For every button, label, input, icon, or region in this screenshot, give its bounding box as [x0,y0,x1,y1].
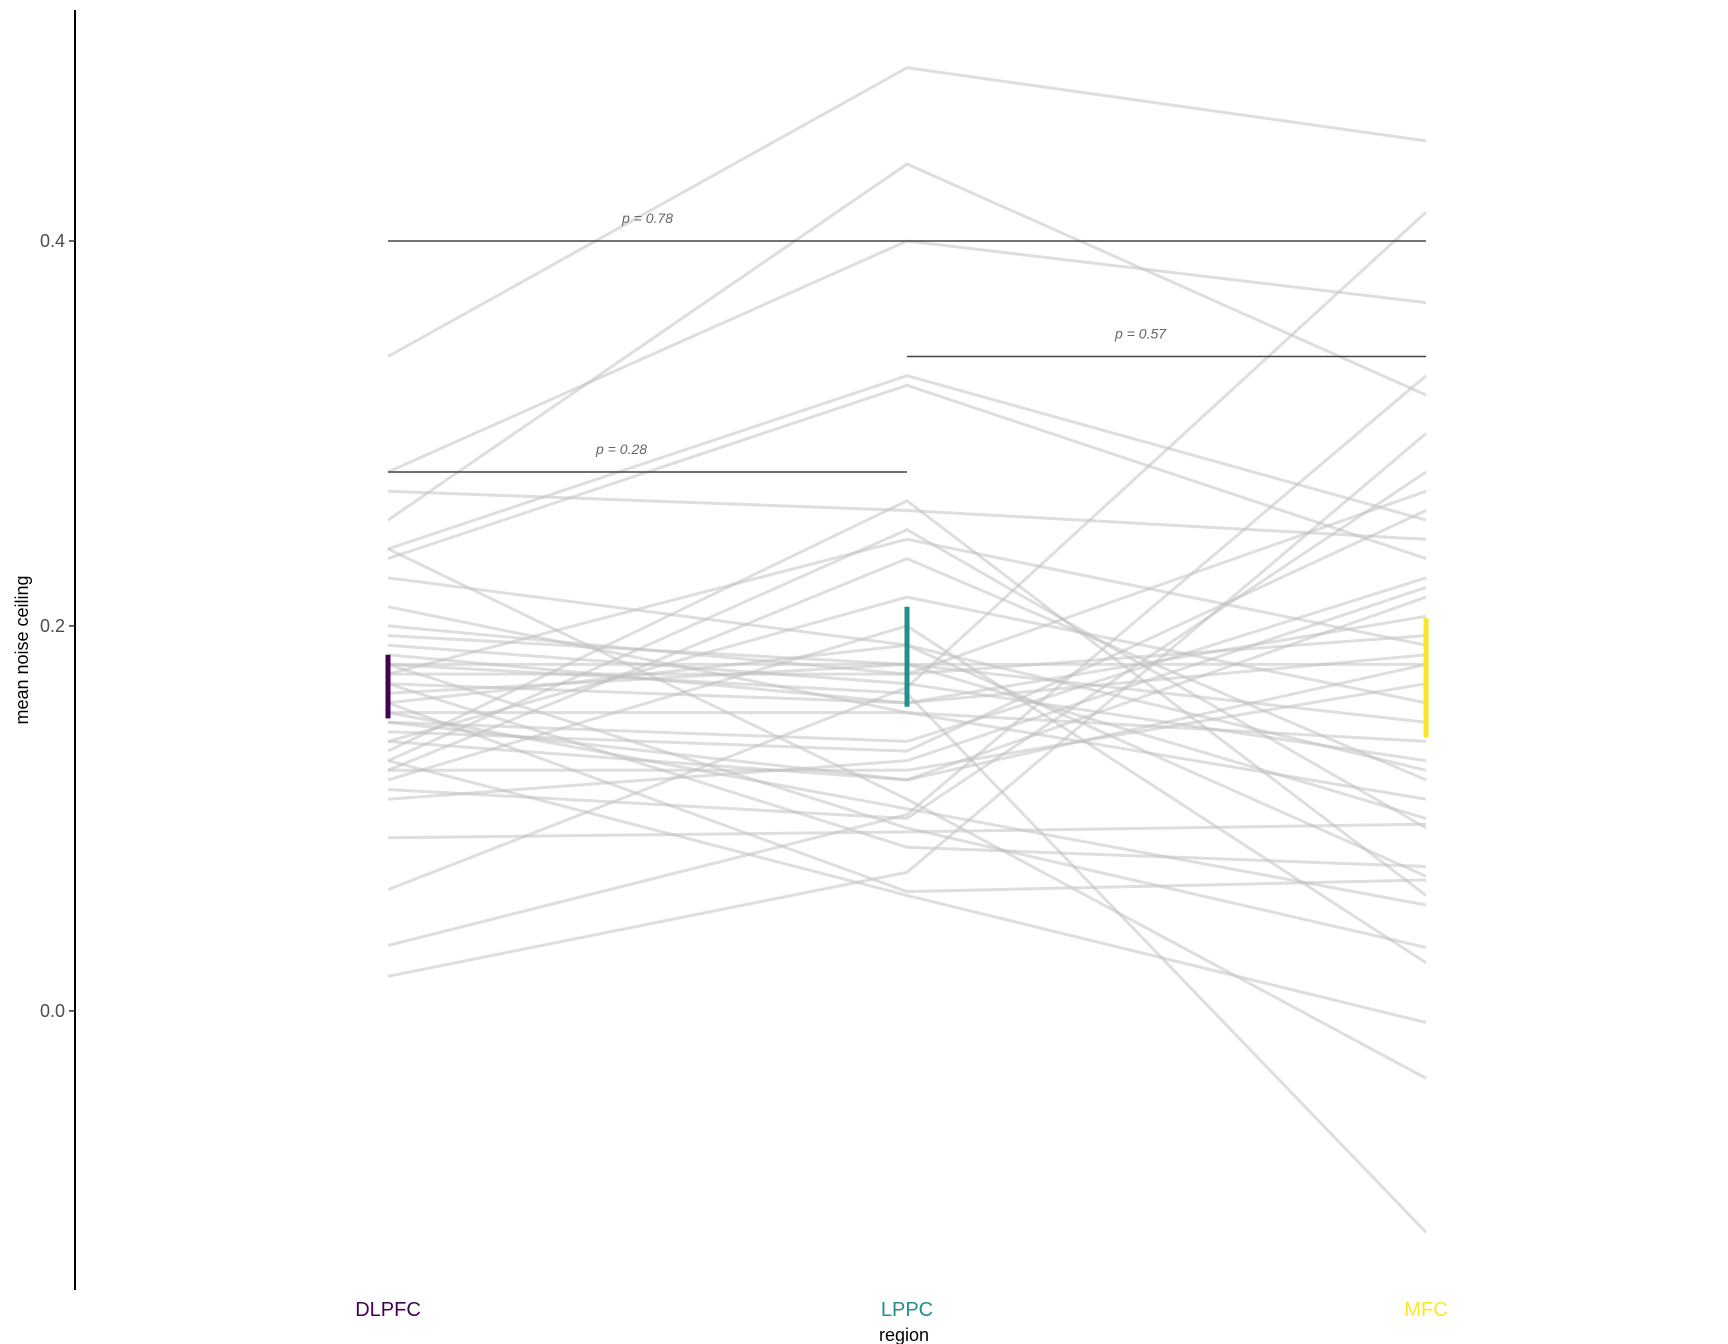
x-tick-label-dlpfc: DLPFC [355,1299,421,1321]
subject-line-40 [387,759,1427,1024]
y-tick-label-2: 0.4 [40,231,65,251]
subject-line-33 [387,682,1427,868]
subject-line-21 [387,499,1427,897]
subject-line-32 [387,662,1427,949]
subject-line-25 [387,470,1427,820]
significance-label-1: p = 0.78 [621,210,673,226]
error-bars [385,606,1429,738]
subject-line-6 [387,383,1427,561]
subject-line-36 [388,682,1427,772]
subject-line-41 [387,537,1427,676]
y-axis: 0.0 0.2 0.4 [40,10,76,1290]
subject-line-17 [388,711,1427,801]
x-axis: DLPFC LPPC MFC [355,1299,1447,1321]
y-axis-title: mean noise ceiling [12,575,32,724]
subject-line-5 [387,374,1427,551]
subject-line-35 [387,595,1427,743]
subject-line-22 [387,528,1427,830]
subject-line-27 [387,822,1427,840]
subject-line-29 [387,374,1427,947]
significance-brackets: p = 0.78 p = 0.57 p = 0.28 [388,210,1426,473]
x-tick-label-lppc: LPPC [881,1299,933,1321]
significance-label-2: p = 0.57 [1114,325,1167,341]
subject-line-23 [387,556,1427,782]
y-tick-label-1: 0.2 [40,616,65,636]
subject-line-31 [387,547,1427,1080]
y-tick-label-0: 0.0 [40,1001,65,1021]
significance-label-3: p = 0.28 [595,441,647,457]
subject-line-34 [387,711,1427,907]
subject-line-1 [387,66,1427,358]
subject-line-4 [387,489,1427,541]
x-tick-label-mfc: MFC [1404,1299,1447,1321]
subject-line-3 [387,162,1427,522]
subject-line-39 [387,662,1427,782]
subject-line-37 [387,701,1427,894]
subject-line-26 [387,585,1427,801]
subject-line-30 [387,432,1427,978]
x-axis-title: region [879,1325,929,1344]
